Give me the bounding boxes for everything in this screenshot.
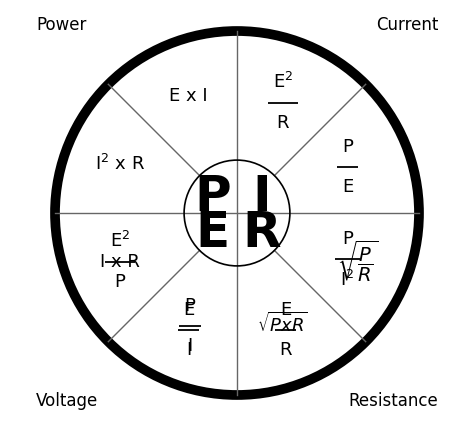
Text: I x R: I x R: [100, 253, 140, 271]
Text: E$^2$: E$^2$: [273, 72, 293, 92]
Text: $\sqrt{P x R}$: $\sqrt{P x R}$: [257, 311, 308, 336]
Text: I$^2$ x R: I$^2$ x R: [95, 154, 145, 175]
Text: E$^2$: E$^2$: [109, 230, 130, 250]
Text: Resistance: Resistance: [348, 392, 438, 410]
Text: P: P: [342, 230, 353, 248]
Text: E: E: [196, 209, 230, 257]
Text: I: I: [187, 337, 192, 355]
Text: P: P: [184, 297, 195, 315]
Text: I: I: [252, 173, 271, 221]
Text: P: P: [342, 138, 353, 156]
Text: E: E: [342, 178, 353, 196]
Text: R: R: [276, 114, 289, 132]
Text: I$^2$: I$^2$: [340, 270, 355, 290]
Text: P: P: [194, 173, 231, 221]
Text: R: R: [242, 209, 281, 257]
Text: P: P: [114, 273, 125, 291]
Text: $\sqrt{\dfrac{P}{R}}$: $\sqrt{\dfrac{P}{R}}$: [337, 239, 378, 284]
Circle shape: [55, 31, 419, 395]
Text: Voltage: Voltage: [36, 392, 98, 410]
Text: I: I: [186, 341, 191, 359]
Text: Power: Power: [36, 16, 86, 34]
Text: E: E: [183, 301, 194, 320]
Text: Current: Current: [376, 16, 438, 34]
Text: E x I: E x I: [169, 87, 208, 105]
Text: R: R: [279, 341, 292, 359]
Text: E: E: [280, 301, 291, 320]
